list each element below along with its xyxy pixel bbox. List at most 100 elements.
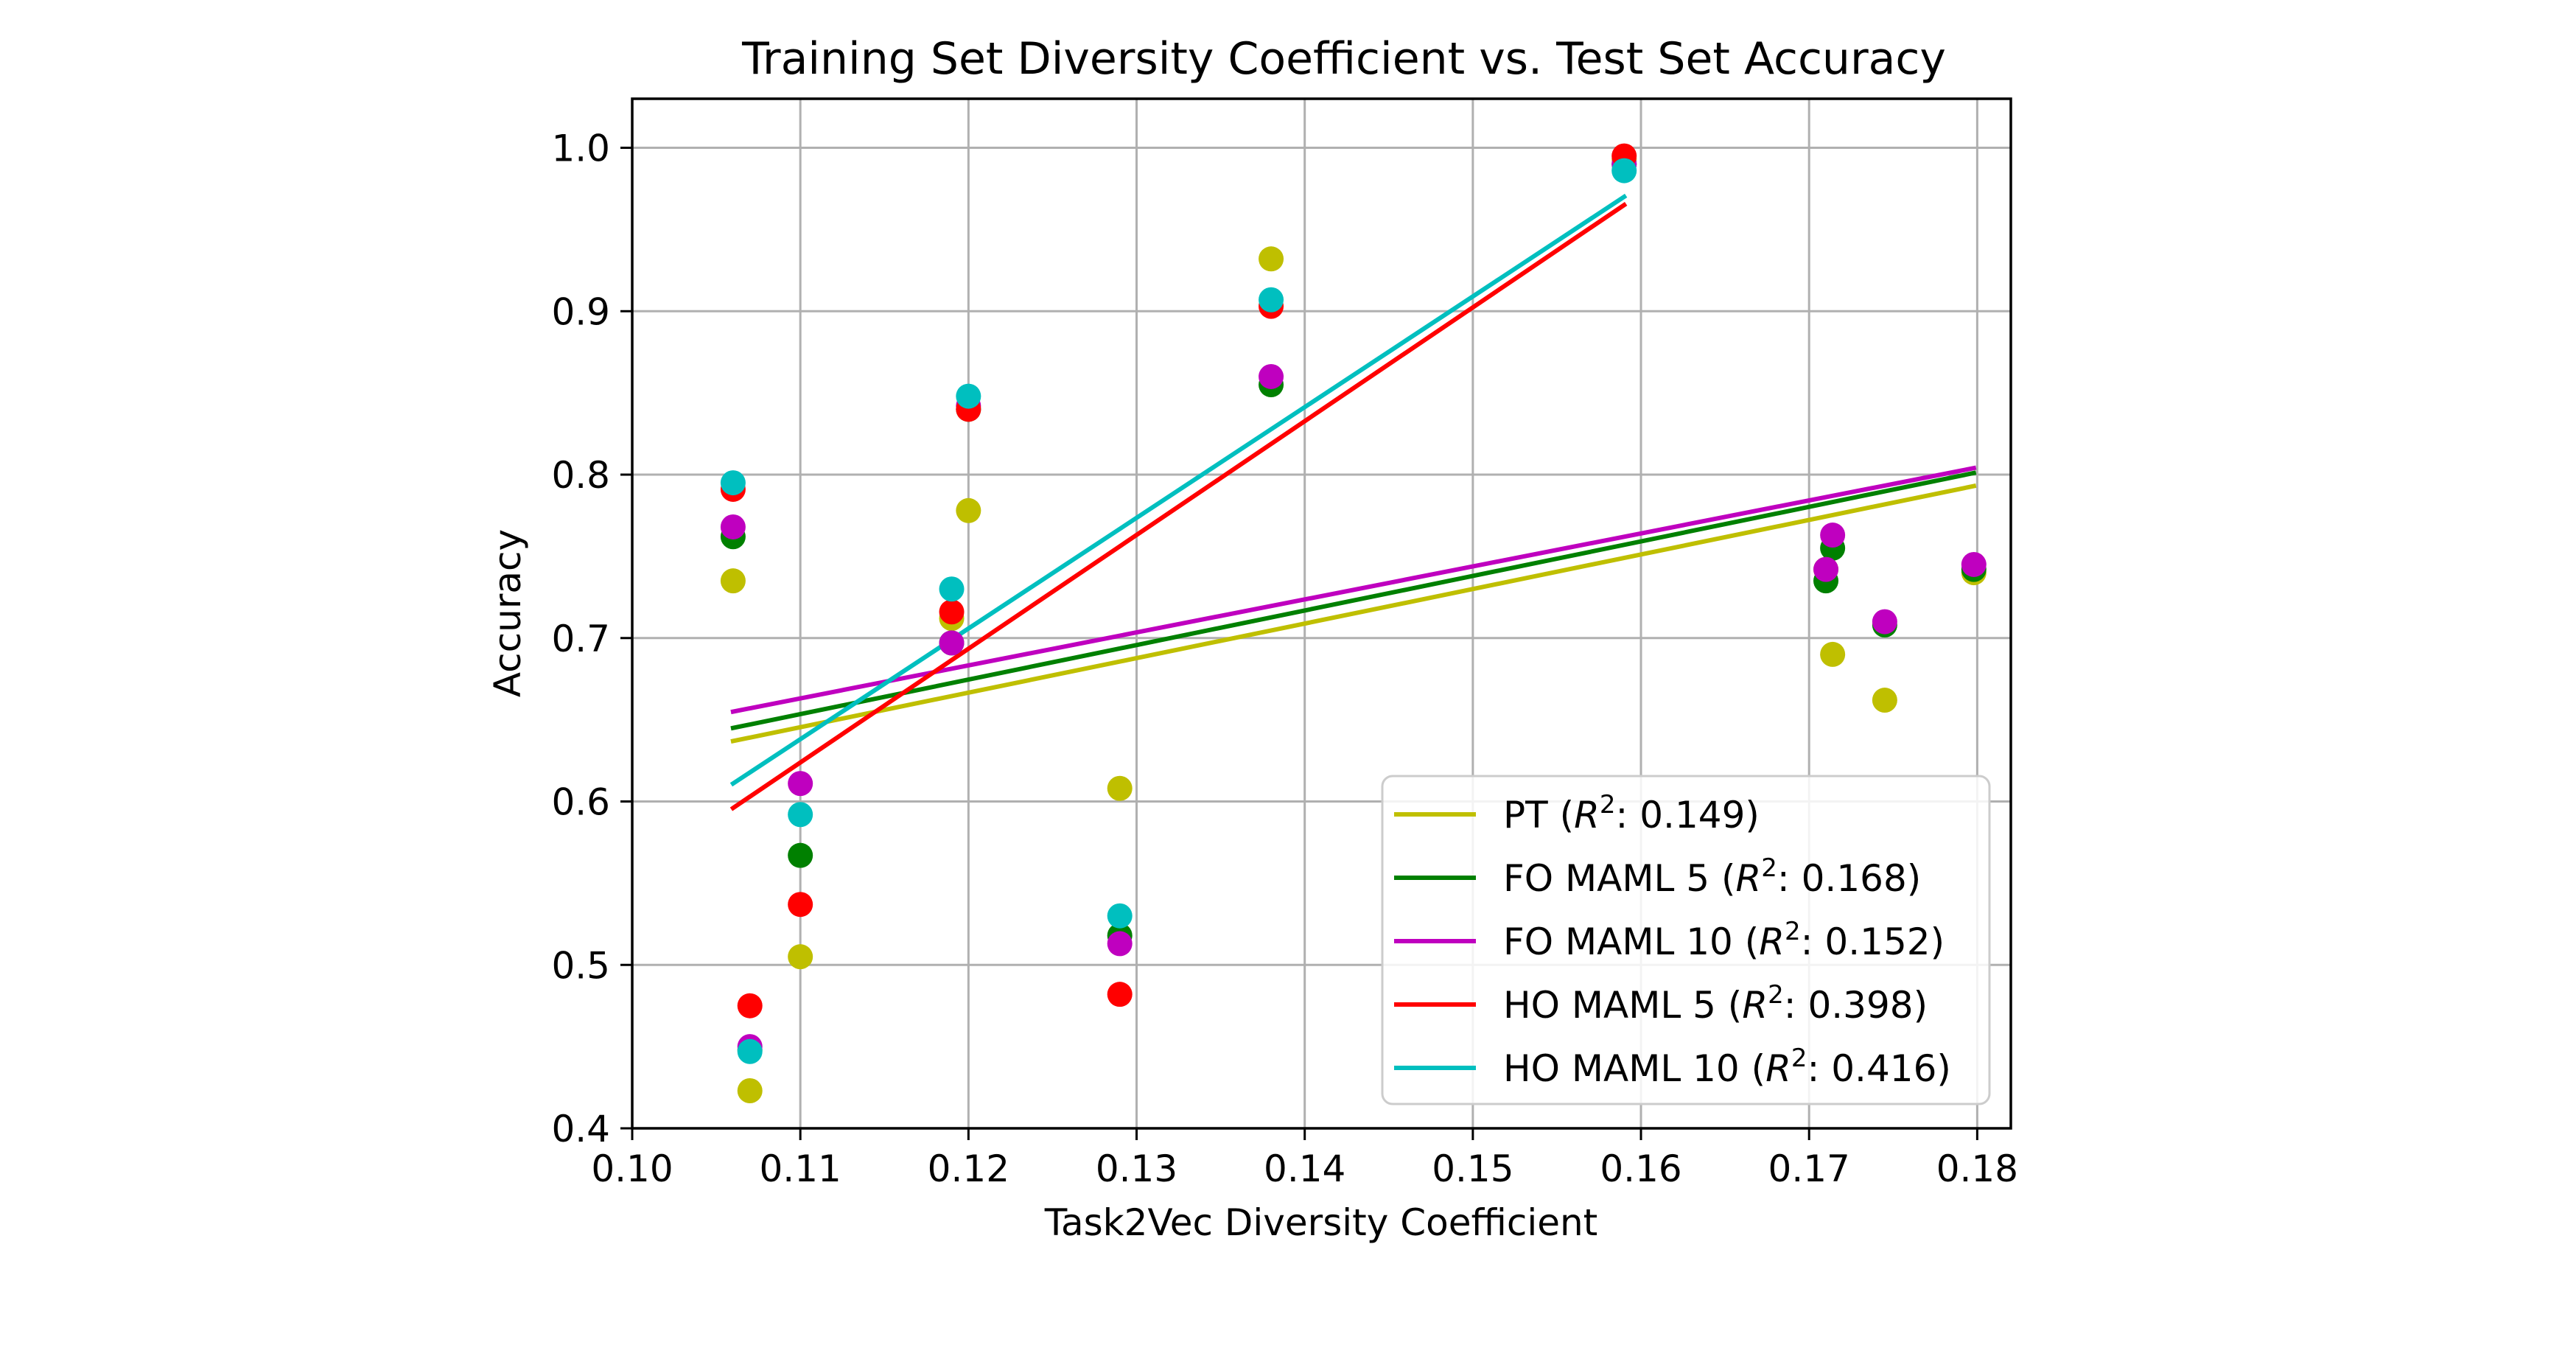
- legend-r-symbol: R: [1574, 794, 1600, 836]
- legend-r2-value: 0.152: [1824, 920, 1930, 963]
- data-point-4-5: [1107, 903, 1133, 929]
- legend-series-name: HO MAML 10: [1503, 1047, 1740, 1090]
- fit-line-4: [729, 193, 1628, 787]
- legend-punct: (: [1733, 920, 1759, 963]
- x-tick-label: 0.13: [1096, 1147, 1177, 1190]
- x-tick-label: 0.18: [1936, 1147, 2018, 1190]
- data-point-0-0: [720, 568, 746, 594]
- data-point-0-1: [737, 1077, 763, 1103]
- x-tick-label: 0.10: [591, 1147, 673, 1190]
- data-point-4-1: [737, 1038, 763, 1064]
- y-tick-label: 0.6: [551, 781, 610, 824]
- y-tick-label: 0.7: [551, 618, 610, 660]
- data-point-0-2: [788, 944, 813, 970]
- data-points: [720, 143, 1987, 1103]
- legend-box: [1381, 775, 1991, 1105]
- axis-ticks: 0.10 0.11 0.12 0.13 0.14 0.15 0.16 0.17 0.18 0.4 0…: [551, 127, 2018, 1190]
- fit-line-3: [729, 201, 1628, 811]
- data-point-2-8: [1813, 556, 1839, 582]
- legend-r-symbol: R: [1735, 857, 1761, 900]
- legend-punct: ): [1745, 794, 1760, 836]
- legend-r2-value: 0.398: [1807, 984, 1913, 1027]
- data-point-2-0: [720, 514, 746, 539]
- data-point-4-3: [939, 576, 965, 602]
- data-point-3-2: [788, 892, 813, 918]
- legend-superscript: 2: [1791, 1044, 1807, 1073]
- y-tick-label: 0.8: [551, 454, 610, 497]
- y-tick-label: 0.5: [551, 944, 610, 987]
- chart-title: Training Set Diversity Coefficient vs. T…: [741, 33, 1946, 85]
- y-tick-label: 0.4: [551, 1108, 610, 1150]
- data-point-4-6: [1259, 287, 1284, 312]
- fit-line-1: [730, 470, 1977, 731]
- data-point-0-9: [1820, 641, 1846, 667]
- data-point-0-5: [1107, 775, 1133, 801]
- legend-punct: (: [1548, 794, 1574, 836]
- legend-r2-value: 0.168: [1802, 857, 1907, 900]
- legend-label-0: PT (R2: 0.149): [1503, 790, 1760, 836]
- data-point-2-3: [939, 630, 965, 656]
- data-point-3-5: [1107, 982, 1133, 1007]
- y-tick-label: 0.9: [551, 290, 610, 333]
- data-point-2-10: [1872, 609, 1897, 635]
- legend-punct: (: [1709, 857, 1735, 900]
- data-point-2-6: [1259, 363, 1284, 389]
- legend-r2-value: 0.416: [1831, 1047, 1936, 1090]
- legend-series-name: FO MAML 10: [1503, 920, 1733, 963]
- legend-label-2: FO MAML 10 (R2: 0.152): [1503, 917, 1945, 963]
- data-point-3-3: [939, 599, 965, 625]
- legend-r-symbol: R: [1742, 984, 1768, 1027]
- x-tick-label: 0.17: [1768, 1147, 1850, 1190]
- legend-punct: :: [1777, 857, 1802, 900]
- legend-superscript: 2: [1785, 917, 1801, 946]
- legend-series-name: PT: [1503, 794, 1548, 836]
- legend-series-name: FO MAML 5: [1503, 857, 1709, 900]
- legend-label-1: FO MAML 5 (R2: 0.168): [1503, 853, 1921, 900]
- data-point-2-11: [1961, 551, 1987, 577]
- legend-r-symbol: R: [1765, 1047, 1791, 1090]
- legend-punct: (: [1716, 984, 1742, 1027]
- data-point-3-1: [737, 993, 763, 1019]
- y-axis-label: Accuracy: [486, 529, 529, 697]
- legend-label-4: HO MAML 10 (R2: 0.416): [1503, 1044, 1951, 1090]
- data-point-1-2: [788, 842, 813, 868]
- x-tick-label: 0.15: [1432, 1147, 1513, 1190]
- legend-superscript: 2: [1768, 980, 1784, 1010]
- legend-punct: ): [1907, 857, 1922, 900]
- data-point-0-6: [1259, 246, 1284, 272]
- data-point-4-0: [720, 470, 746, 496]
- plot-frame: [631, 97, 2012, 1130]
- data-point-0-10: [1872, 688, 1897, 713]
- legend-punct: ): [1936, 1047, 1951, 1090]
- x-axis-label: Task2Vec Diversity Coefficient: [1044, 1201, 1598, 1244]
- legend-punct: :: [1616, 794, 1640, 836]
- legend-series-name: HO MAML 5: [1503, 984, 1716, 1027]
- legend-superscript: 2: [1761, 853, 1777, 883]
- x-tick-label: 0.14: [1264, 1147, 1345, 1190]
- data-point-0-4: [956, 497, 981, 523]
- legend-punct: :: [1801, 920, 1825, 963]
- data-point-2-9: [1820, 523, 1846, 548]
- legend-superscript: 2: [1600, 790, 1616, 820]
- legend-punct: ): [1914, 984, 1928, 1027]
- legend-r-symbol: R: [1759, 920, 1785, 963]
- y-tick-label: 1.0: [551, 127, 610, 170]
- data-point-2-2: [788, 771, 813, 797]
- data-point-4-4: [956, 383, 981, 409]
- x-tick-label: 0.12: [928, 1147, 1009, 1190]
- legend-punct: :: [1807, 1047, 1832, 1090]
- legend: PT (R2: 0.149)FO MAML 5 (R2: 0.168)FO MA…: [1381, 775, 1991, 1105]
- legend-punct: :: [1784, 984, 1808, 1027]
- fit-line-2: [730, 465, 1977, 715]
- x-tick-label: 0.16: [1600, 1147, 1681, 1190]
- legend-punct: (: [1740, 1047, 1765, 1090]
- legend-r2-value: 0.149: [1639, 794, 1745, 836]
- fit-lines: [729, 193, 1977, 811]
- data-point-4-7: [1611, 158, 1637, 184]
- legend-punct: ): [1931, 920, 1945, 963]
- fit-line-0: [730, 483, 1977, 744]
- data-point-2-5: [1107, 931, 1133, 957]
- legend-label-3: HO MAML 5 (R2: 0.398): [1503, 980, 1928, 1027]
